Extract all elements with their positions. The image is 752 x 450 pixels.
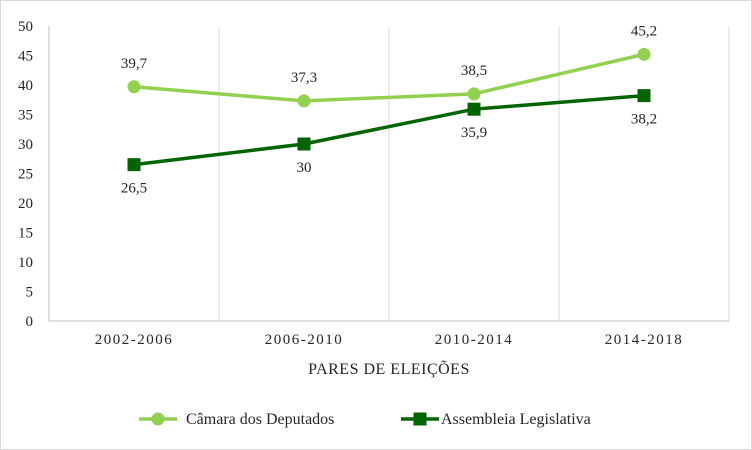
data-point-marker [467,102,481,116]
x-tick-label: 2014-2018 [605,332,684,348]
data-label: 38,2 [631,112,657,128]
y-tick-label: 10 [18,255,33,271]
legend-marker [151,412,165,426]
legend: Câmara dos Deputados Assembleia Legislati… [139,411,591,428]
y-tick-label: 35 [18,108,33,124]
y-tick-label: 45 [18,49,33,65]
y-tick-label: 25 [18,167,33,183]
data-point-marker [127,80,141,94]
x-axis-title: PARES DE ELEIÇÕES [308,360,470,378]
data-point-marker [297,137,311,151]
data-point-marker [467,87,481,101]
data-point-marker [127,158,141,172]
legend-marker [413,412,427,426]
legend-label: Assembleia Legislativa [441,411,591,428]
data-point-marker [637,47,651,61]
y-tick-label: 20 [18,196,33,212]
y-tick-label: 0 [26,314,34,330]
data-label: 45,2 [631,23,657,39]
data-label-layer: 39,7 37,3 38,5 45,2 26,5 30 35,9 38,2 [121,23,657,196]
y-tick-label: 50 [18,19,33,35]
x-tick-label: 2002-2006 [95,332,174,348]
x-tick-label: 2006-2010 [265,332,344,348]
x-tick-label: 2010-2014 [435,332,514,348]
y-tick-label: 30 [18,137,33,153]
data-label: 39,7 [121,56,148,72]
series-layer [127,47,651,172]
y-tick-label: 5 [26,285,34,301]
data-label: 37,3 [291,70,317,86]
series-line-0 [133,52,645,103]
axis-layer: 0 5 10 15 20 25 30 35 40 45 50 2002-2006 2006-2010 20… [18,19,729,348]
data-label: 35,9 [461,125,487,141]
data-label: 26,5 [121,181,147,197]
y-tick-label: 15 [18,226,33,242]
data-point-marker [637,89,651,103]
y-tick-label: 40 [18,78,33,94]
data-label: 38,5 [461,63,487,79]
data-label: 30 [297,160,312,176]
legend-label: Câmara dos Deputados [186,411,334,428]
data-point-marker [297,94,311,108]
series-line-1 [133,93,645,167]
